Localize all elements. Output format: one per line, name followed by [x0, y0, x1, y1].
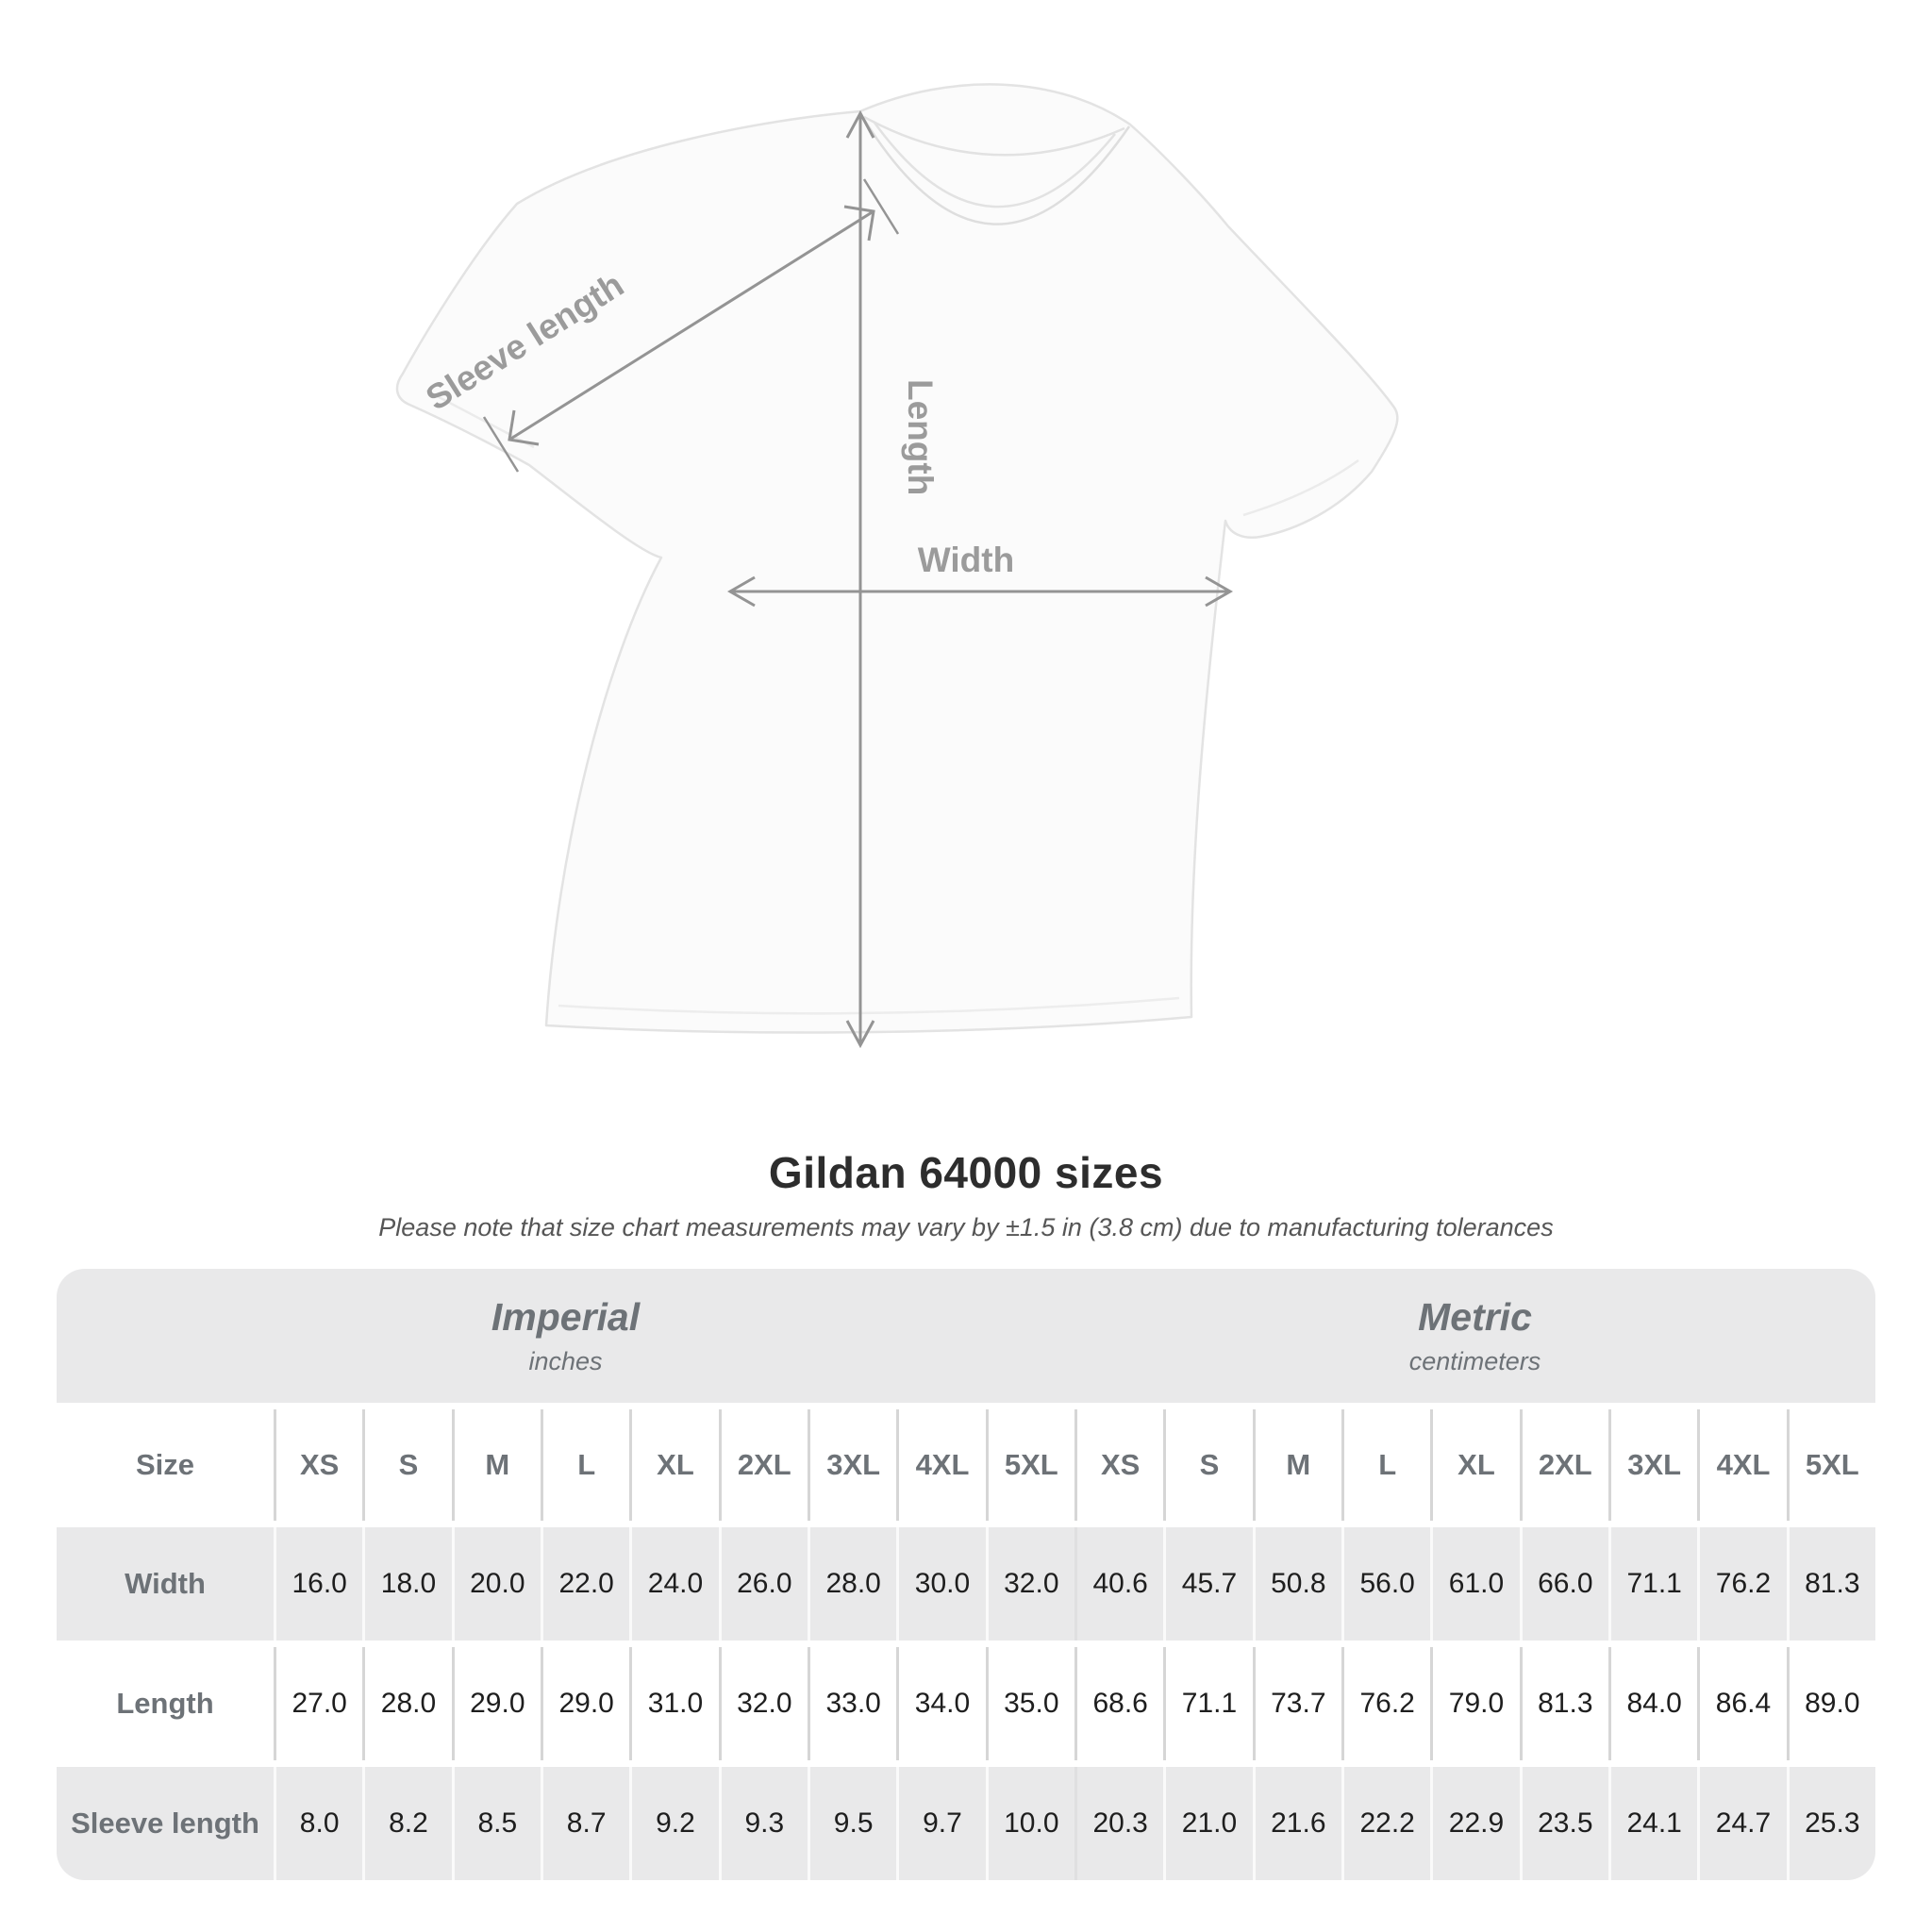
measurement-value: 68.6: [1074, 1647, 1164, 1760]
metric-header: Metric centimeters: [1074, 1269, 1875, 1403]
measurement-value: 20.0: [451, 1527, 541, 1641]
size-column-header: 5XL: [1786, 1409, 1875, 1521]
measurement-value: 8.2: [362, 1767, 452, 1880]
measurement-value: 28.0: [362, 1647, 452, 1760]
unit-header-band: Imperial inches Metric centimeters: [57, 1269, 1875, 1403]
size-column-header: 3XL: [1608, 1409, 1698, 1521]
measurement-value: 23.5: [1519, 1767, 1608, 1880]
measurement-value: 21.6: [1252, 1767, 1341, 1880]
measurement-value: 22.0: [541, 1527, 630, 1641]
measurement-value: 10.0: [985, 1767, 1074, 1880]
measurement-value: 35.0: [985, 1647, 1074, 1760]
imperial-title: Imperial: [491, 1295, 641, 1339]
measurement-value: 26.0: [718, 1527, 808, 1641]
measurement-value: 29.0: [541, 1647, 630, 1760]
size-column-header: 2XL: [718, 1409, 808, 1521]
row-label: Sleeve length: [57, 1767, 274, 1880]
row-label: Length: [57, 1647, 274, 1760]
measurement-value: 89.0: [1786, 1647, 1875, 1760]
size-column-header: 5XL: [985, 1409, 1074, 1521]
measurement-value: 76.2: [1697, 1527, 1787, 1641]
measurement-value: 9.5: [808, 1767, 897, 1880]
imperial-header: Imperial inches: [57, 1269, 1074, 1403]
measurement-value: 71.1: [1163, 1647, 1253, 1760]
measurement-value: 33.0: [808, 1647, 897, 1760]
measurement-value: 32.0: [718, 1647, 808, 1760]
table-row: Length 27.0 28.0 29.0 29.0 31.0 32.0 33.0 34.0 35…: [57, 1647, 1875, 1760]
metric-title: Metric: [1418, 1295, 1532, 1339]
measurement-value: 8.0: [274, 1767, 363, 1880]
tolerance-note: Please note that size chart measurements…: [378, 1213, 1554, 1241]
page-title: Gildan 64000 sizes: [768, 1148, 1164, 1197]
measurement-value: 21.0: [1163, 1767, 1253, 1880]
tshirt-size-diagram: Sleeve length Length Width: [395, 83, 1399, 1049]
measurement-value: 24.1: [1608, 1767, 1698, 1880]
size-column-header: L: [1341, 1409, 1431, 1521]
size-column-header: 4XL: [1697, 1409, 1787, 1521]
table-row: Width 16.0 18.0 20.0 22.0 24.0 26.0 28.0 30.0 32.…: [57, 1527, 1875, 1641]
length-arrow: [845, 109, 875, 1049]
measurement-value: 34.0: [896, 1647, 986, 1760]
measurement-value: 86.4: [1697, 1647, 1787, 1760]
size-column-header: L: [541, 1409, 630, 1521]
measurement-value: 30.0: [896, 1527, 986, 1641]
measurement-value: 79.0: [1430, 1647, 1520, 1760]
measurement-value: 24.7: [1697, 1767, 1787, 1880]
sleeve-length-arrow: [482, 178, 900, 473]
measurement-value: 61.0: [1430, 1527, 1520, 1641]
tshirt-graphic: [395, 83, 1399, 1034]
size-column-header: S: [1163, 1409, 1253, 1521]
measurement-value: 9.7: [896, 1767, 986, 1880]
size-column-header: XL: [1430, 1409, 1520, 1521]
measurement-value: 50.8: [1252, 1527, 1341, 1641]
measurement-value: 29.0: [451, 1647, 541, 1760]
table-row: Sleeve length 8.0 8.2 8.5 8.7 9.2 9.3 9.5 9.7 10.…: [57, 1767, 1875, 1880]
heading: Gildan 64000 sizes Please note that size…: [0, 1147, 1932, 1242]
measurement-value: 66.0: [1519, 1527, 1608, 1641]
measurement-value: 71.1: [1608, 1527, 1698, 1641]
measurement-value: 31.0: [629, 1647, 719, 1760]
measurement-value: 76.2: [1341, 1647, 1431, 1760]
size-column-header: 3XL: [808, 1409, 897, 1521]
size-column-header: S: [362, 1409, 452, 1521]
length-label: Length: [901, 379, 940, 495]
metric-unit: centimeters: [1408, 1347, 1541, 1375]
measurement-value: 73.7: [1252, 1647, 1341, 1760]
size-header-row: Size XS S M L XL 2XL 3XL 4XL 5XL XS S M L XL 2XL 3XL 4XL 5…: [57, 1409, 1875, 1521]
size-column-header: XS: [1074, 1409, 1164, 1521]
measurement-value: 27.0: [274, 1647, 363, 1760]
measurement-value: 25.3: [1786, 1767, 1875, 1880]
size-column-header: 4XL: [896, 1409, 986, 1521]
measurement-value: 20.3: [1074, 1767, 1164, 1880]
measurement-value: 22.2: [1341, 1767, 1431, 1880]
measurement-value: 56.0: [1341, 1527, 1431, 1641]
measurement-value: 9.2: [629, 1767, 719, 1880]
size-column-header: XL: [629, 1409, 719, 1521]
measurement-value: 22.9: [1430, 1767, 1520, 1880]
imperial-unit: inches: [528, 1347, 603, 1375]
measurement-value: 28.0: [808, 1527, 897, 1641]
row-label: Size: [57, 1409, 274, 1521]
measurement-value: 45.7: [1163, 1527, 1253, 1641]
measurement-value: 16.0: [274, 1527, 363, 1641]
size-column-header: M: [451, 1409, 541, 1521]
measurement-value: 81.3: [1519, 1647, 1608, 1760]
size-column-header: M: [1252, 1409, 1341, 1521]
size-column-header: XS: [274, 1409, 363, 1521]
width-label: Width: [918, 541, 1014, 579]
row-label: Width: [57, 1527, 274, 1641]
measurement-value: 9.3: [718, 1767, 808, 1880]
measurement-value: 8.7: [541, 1767, 630, 1880]
size-column-header: 2XL: [1519, 1409, 1608, 1521]
size-table: Imperial inches Metric centimeters Size X…: [57, 1269, 1875, 1880]
measurement-value: 32.0: [985, 1527, 1074, 1641]
measurement-value: 24.0: [629, 1527, 719, 1641]
width-arrow: [726, 575, 1234, 608]
measurement-value: 40.6: [1074, 1527, 1164, 1641]
measurement-value: 18.0: [362, 1527, 452, 1641]
measurement-value: 81.3: [1786, 1527, 1875, 1641]
measurement-value: 8.5: [451, 1767, 541, 1880]
measurement-value: 84.0: [1608, 1647, 1698, 1760]
